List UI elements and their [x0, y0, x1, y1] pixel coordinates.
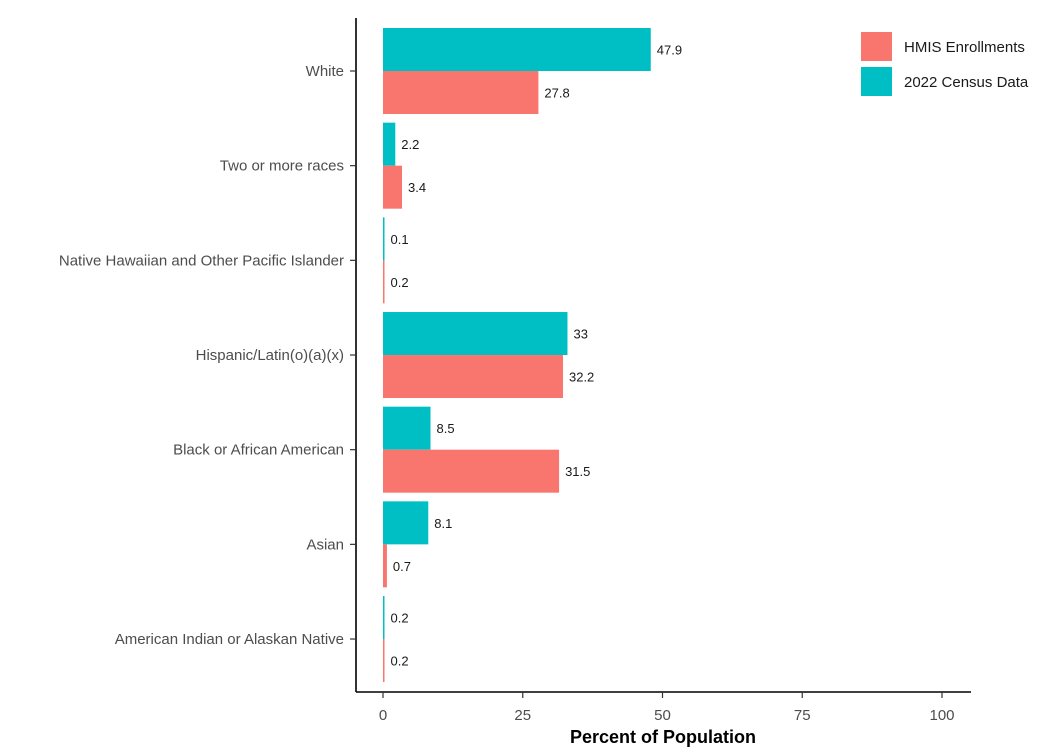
value-label-hmis: 32.2 — [569, 370, 594, 385]
value-label-census: 0.1 — [391, 232, 409, 247]
value-label-hmis: 0.7 — [393, 559, 411, 574]
value-label-hmis: 27.8 — [544, 86, 569, 101]
value-label-census: 8.1 — [434, 516, 452, 531]
x-ticks-layer: 0 25 50 75 100 — [379, 692, 955, 724]
value-label-census: 2.2 — [401, 137, 419, 152]
x-tick-label: 100 — [929, 707, 954, 724]
bar-census — [383, 122, 396, 166]
category-label: Native Hawaiian and Other Pacific Island… — [59, 252, 344, 269]
value-labels-layer: 47.9 27.8 2.2 3.4 0.1 0.2 33 32.2 8.5 31.5 8.1 0.7 0… — [391, 43, 683, 669]
bar-census — [383, 596, 385, 640]
bar-hmis — [383, 449, 560, 493]
category-label: Two or more races — [220, 158, 344, 175]
category-labels-layer: White Two or more races Native Hawaiian an… — [59, 63, 344, 648]
value-label-hmis: 0.2 — [391, 654, 409, 669]
category-label: Black or African American — [173, 442, 344, 459]
bar-hmis — [383, 71, 539, 114]
bar-hmis — [383, 260, 385, 304]
x-tick-label: 75 — [794, 707, 811, 724]
legend-swatch — [861, 67, 892, 96]
bar-hmis — [383, 355, 563, 399]
value-label-census: 0.2 — [391, 611, 409, 626]
value-label-census: 47.9 — [657, 43, 682, 58]
bar-hmis — [383, 544, 387, 588]
category-label: White — [306, 63, 344, 80]
category-label: American Indian or Alaskan Native — [115, 631, 344, 648]
legend-label: HMIS Enrollments — [904, 39, 1025, 56]
bar-census — [383, 28, 651, 71]
bar-census — [383, 312, 568, 356]
bar-census — [383, 406, 431, 450]
category-label: Asian — [306, 536, 344, 553]
value-label-hmis: 0.2 — [391, 275, 409, 290]
x-tick-label: 25 — [514, 707, 531, 724]
legend-swatch — [861, 32, 892, 61]
x-tick-label: 0 — [379, 707, 387, 724]
value-label-census: 33 — [573, 327, 587, 342]
x-tick-label: 50 — [654, 707, 671, 724]
value-label-census: 8.5 — [437, 421, 455, 436]
legend: HMIS Enrollments 2022 Census Data — [861, 32, 1029, 96]
legend-label: 2022 Census Data — [904, 74, 1029, 91]
bar-hmis — [383, 639, 385, 683]
category-label: Hispanic/Latin(o)(a)(x) — [196, 347, 344, 364]
y-ticks-layer — [350, 70, 356, 640]
value-label-hmis: 3.4 — [408, 180, 426, 195]
bar-census — [383, 217, 385, 261]
bars-layer — [383, 28, 651, 683]
bar-hmis — [383, 165, 403, 209]
bar-census — [383, 501, 429, 545]
value-label-hmis: 31.5 — [565, 464, 590, 479]
x-axis-title: Percent of Population — [570, 727, 756, 747]
